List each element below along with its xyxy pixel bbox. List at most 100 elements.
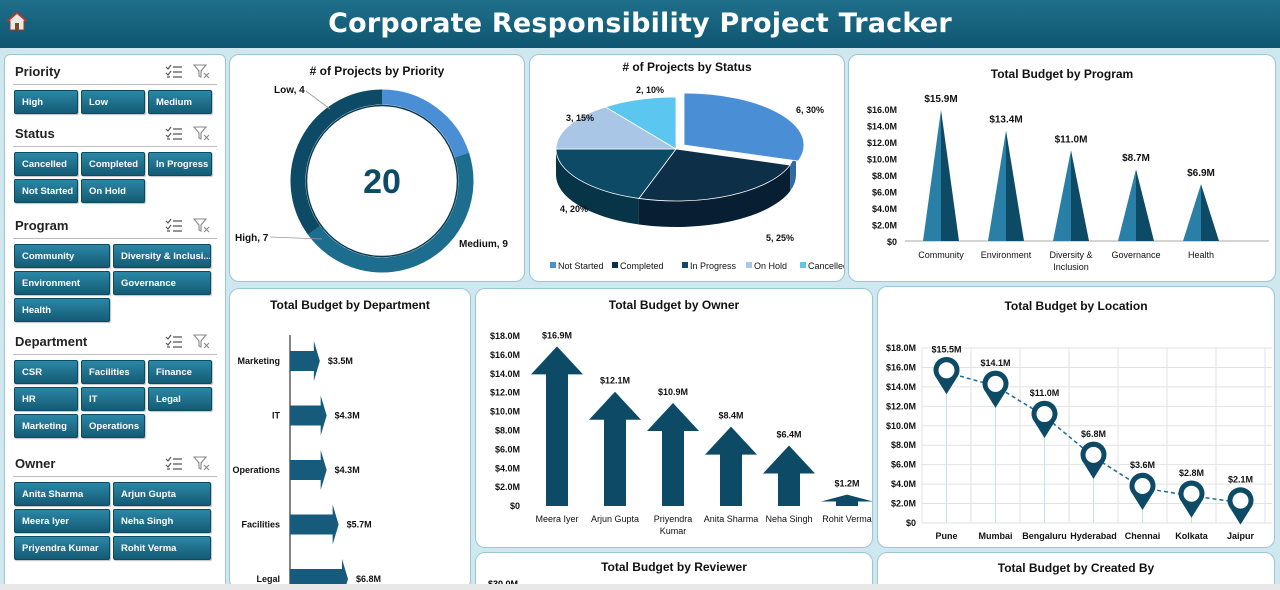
bar-shade-2 <box>1071 150 1089 241</box>
multi-select-icon[interactable] <box>165 456 183 472</box>
home-icon[interactable] <box>6 10 28 32</box>
slicer-item-owner[interactable]: Rohit Verma <box>113 536 211 560</box>
slicer-header-status: Status <box>13 123 217 147</box>
x-tick-label: Diversity & <box>1049 250 1092 260</box>
pie-slice-completed <box>638 148 791 202</box>
x-tick-label: Hyderabad <box>1070 531 1117 541</box>
pie-side-in-progress <box>556 149 639 225</box>
y-tick-label: $10.0M <box>886 421 916 431</box>
status-chart: 6, 30% 5, 25% 4, 20% 3, 15% 2, 10% Not Starte… <box>550 85 844 271</box>
slicer-item-status[interactable]: Not Started <box>14 179 78 203</box>
clear-filter-icon[interactable] <box>193 334 211 350</box>
y-tick-label: $4.0M <box>872 204 897 214</box>
y-tick-label: $12.0M <box>886 401 916 411</box>
data-label: 2, 10% <box>636 85 664 95</box>
data-label: $4.3M <box>335 411 360 421</box>
y-tick-label: $2.0M <box>495 482 520 492</box>
bar-4 <box>290 559 348 589</box>
slicer-item-owner[interactable]: Priyendra Kumar <box>14 536 110 560</box>
slicer-title: Owner <box>15 456 56 471</box>
pie-side-completed <box>638 165 791 227</box>
slicer-item-program[interactable]: Governance <box>113 271 211 295</box>
data-label: $2.8M <box>1179 468 1204 478</box>
slicer-item-department[interactable]: Marketing <box>14 414 78 438</box>
slicer-item-status[interactable]: Completed <box>81 152 145 176</box>
x-tick-label: Meera Iyer <box>535 514 578 524</box>
clear-filter-icon[interactable] <box>193 456 211 472</box>
title-bar: Corporate Responsibility Project Tracker <box>0 0 1280 48</box>
x-tick-label: Environment <box>981 250 1032 260</box>
donut-slice-medium <box>307 152 474 273</box>
donut-inner-ring <box>305 104 459 258</box>
multi-select-icon[interactable] <box>165 64 183 80</box>
slicer-title: Program <box>15 218 69 233</box>
y-tick-label: $2.0M <box>872 221 897 231</box>
slicer-item-status[interactable]: In Progress <box>148 152 212 176</box>
data-label-medium: Medium, 9 <box>459 239 508 250</box>
slicer-item-status[interactable]: On Hold <box>81 179 145 203</box>
slicer-item-owner[interactable]: Neha Singh <box>113 509 211 533</box>
clear-filter-icon[interactable] <box>193 126 211 142</box>
slicer-item-department[interactable]: IT <box>81 387 145 411</box>
bar-2 <box>1053 150 1071 241</box>
slicer-item-priority[interactable]: High <box>14 90 78 114</box>
bottom-scrollbar[interactable] <box>0 584 1280 590</box>
slicer-item-priority[interactable]: Low <box>81 90 145 114</box>
bar-1 <box>589 391 641 506</box>
priority-chart: 20 Low, 4 Medium, 9 High, 7 <box>235 85 508 273</box>
slicer-item-program[interactable]: Health <box>14 298 110 322</box>
slicer-item-department[interactable]: Operations <box>81 414 145 438</box>
owner-chart-title: Total Budget by Owner <box>608 298 740 312</box>
legend-label: On Hold <box>754 261 787 271</box>
clear-filter-icon[interactable] <box>193 64 211 80</box>
y-tick-label: $0 <box>906 518 916 528</box>
slicer-item-department[interactable]: Finance <box>148 360 212 384</box>
data-label: $8.4M <box>718 411 743 421</box>
y-tick-label: Marketing <box>237 356 280 366</box>
legend-swatch <box>550 262 556 268</box>
slicer-item-department[interactable]: HR <box>14 387 78 411</box>
leader-line-low <box>305 90 331 110</box>
slicer-item-owner[interactable]: Meera Iyer <box>14 509 110 533</box>
slicer-item-program[interactable]: Environment <box>14 271 110 295</box>
slicer-header-program: Program <box>13 215 217 239</box>
x-tick-label: Community <box>918 250 964 260</box>
clear-filter-icon[interactable] <box>193 218 211 234</box>
slicer-item-department[interactable]: CSR <box>14 360 78 384</box>
slicer-item-department[interactable]: Legal <box>148 387 212 411</box>
data-label: $12.1M <box>600 376 630 386</box>
x-tick-label: Pune <box>935 531 957 541</box>
x-tick-label: Health <box>1188 250 1214 260</box>
legend-swatch <box>682 262 688 268</box>
map-pin-dot <box>938 362 955 379</box>
slicer-item-program[interactable]: Diversity & Inclusi... <box>113 244 211 268</box>
x-tick-label: Chennai <box>1125 531 1161 541</box>
dashboard-title: Corporate Responsibility Project Tracker <box>328 8 952 39</box>
multi-select-icon[interactable] <box>165 218 183 234</box>
slicer-item-program[interactable]: Community <box>14 244 110 268</box>
data-label: 6, 30% <box>796 105 824 115</box>
department-chart-title: Total Budget by Department <box>270 298 430 312</box>
bar-0 <box>923 109 941 241</box>
data-label: $11.0M <box>1030 388 1060 398</box>
y-tick-label: $16.0M <box>490 350 520 360</box>
slicer-item-owner[interactable]: Arjun Gupta <box>113 482 211 506</box>
data-label: $6.8M <box>356 574 381 584</box>
slicer-item-department[interactable]: Facilities <box>81 360 145 384</box>
bar-4 <box>1183 184 1201 241</box>
status-chart-panel: # of Projects by Status 6, 30% 5, 25% 4, 2… <box>529 54 845 282</box>
y-tick-label: $18.0M <box>490 331 520 341</box>
data-label: 5, 25% <box>766 233 794 243</box>
multi-select-icon[interactable] <box>165 126 183 142</box>
slicer-item-owner[interactable]: Anita Sharma <box>14 482 110 506</box>
slicer-item-status[interactable]: Cancelled <box>14 152 78 176</box>
y-tick-label: $2.0M <box>891 499 916 509</box>
program-chart-title: Total Budget by Program <box>990 67 1134 81</box>
y-tick-label: $8.0M <box>495 426 520 436</box>
priority-chart-panel: # of Projects by Priority 20 Low, 4 Medium… <box>229 54 525 282</box>
multi-select-icon[interactable] <box>165 334 183 350</box>
x-tick-label: Priyendra <box>654 514 693 524</box>
slicer-header-owner: Owner <box>13 453 217 477</box>
slicer-item-priority[interactable]: Medium <box>148 90 212 114</box>
y-tick-label: $0 <box>510 501 520 511</box>
